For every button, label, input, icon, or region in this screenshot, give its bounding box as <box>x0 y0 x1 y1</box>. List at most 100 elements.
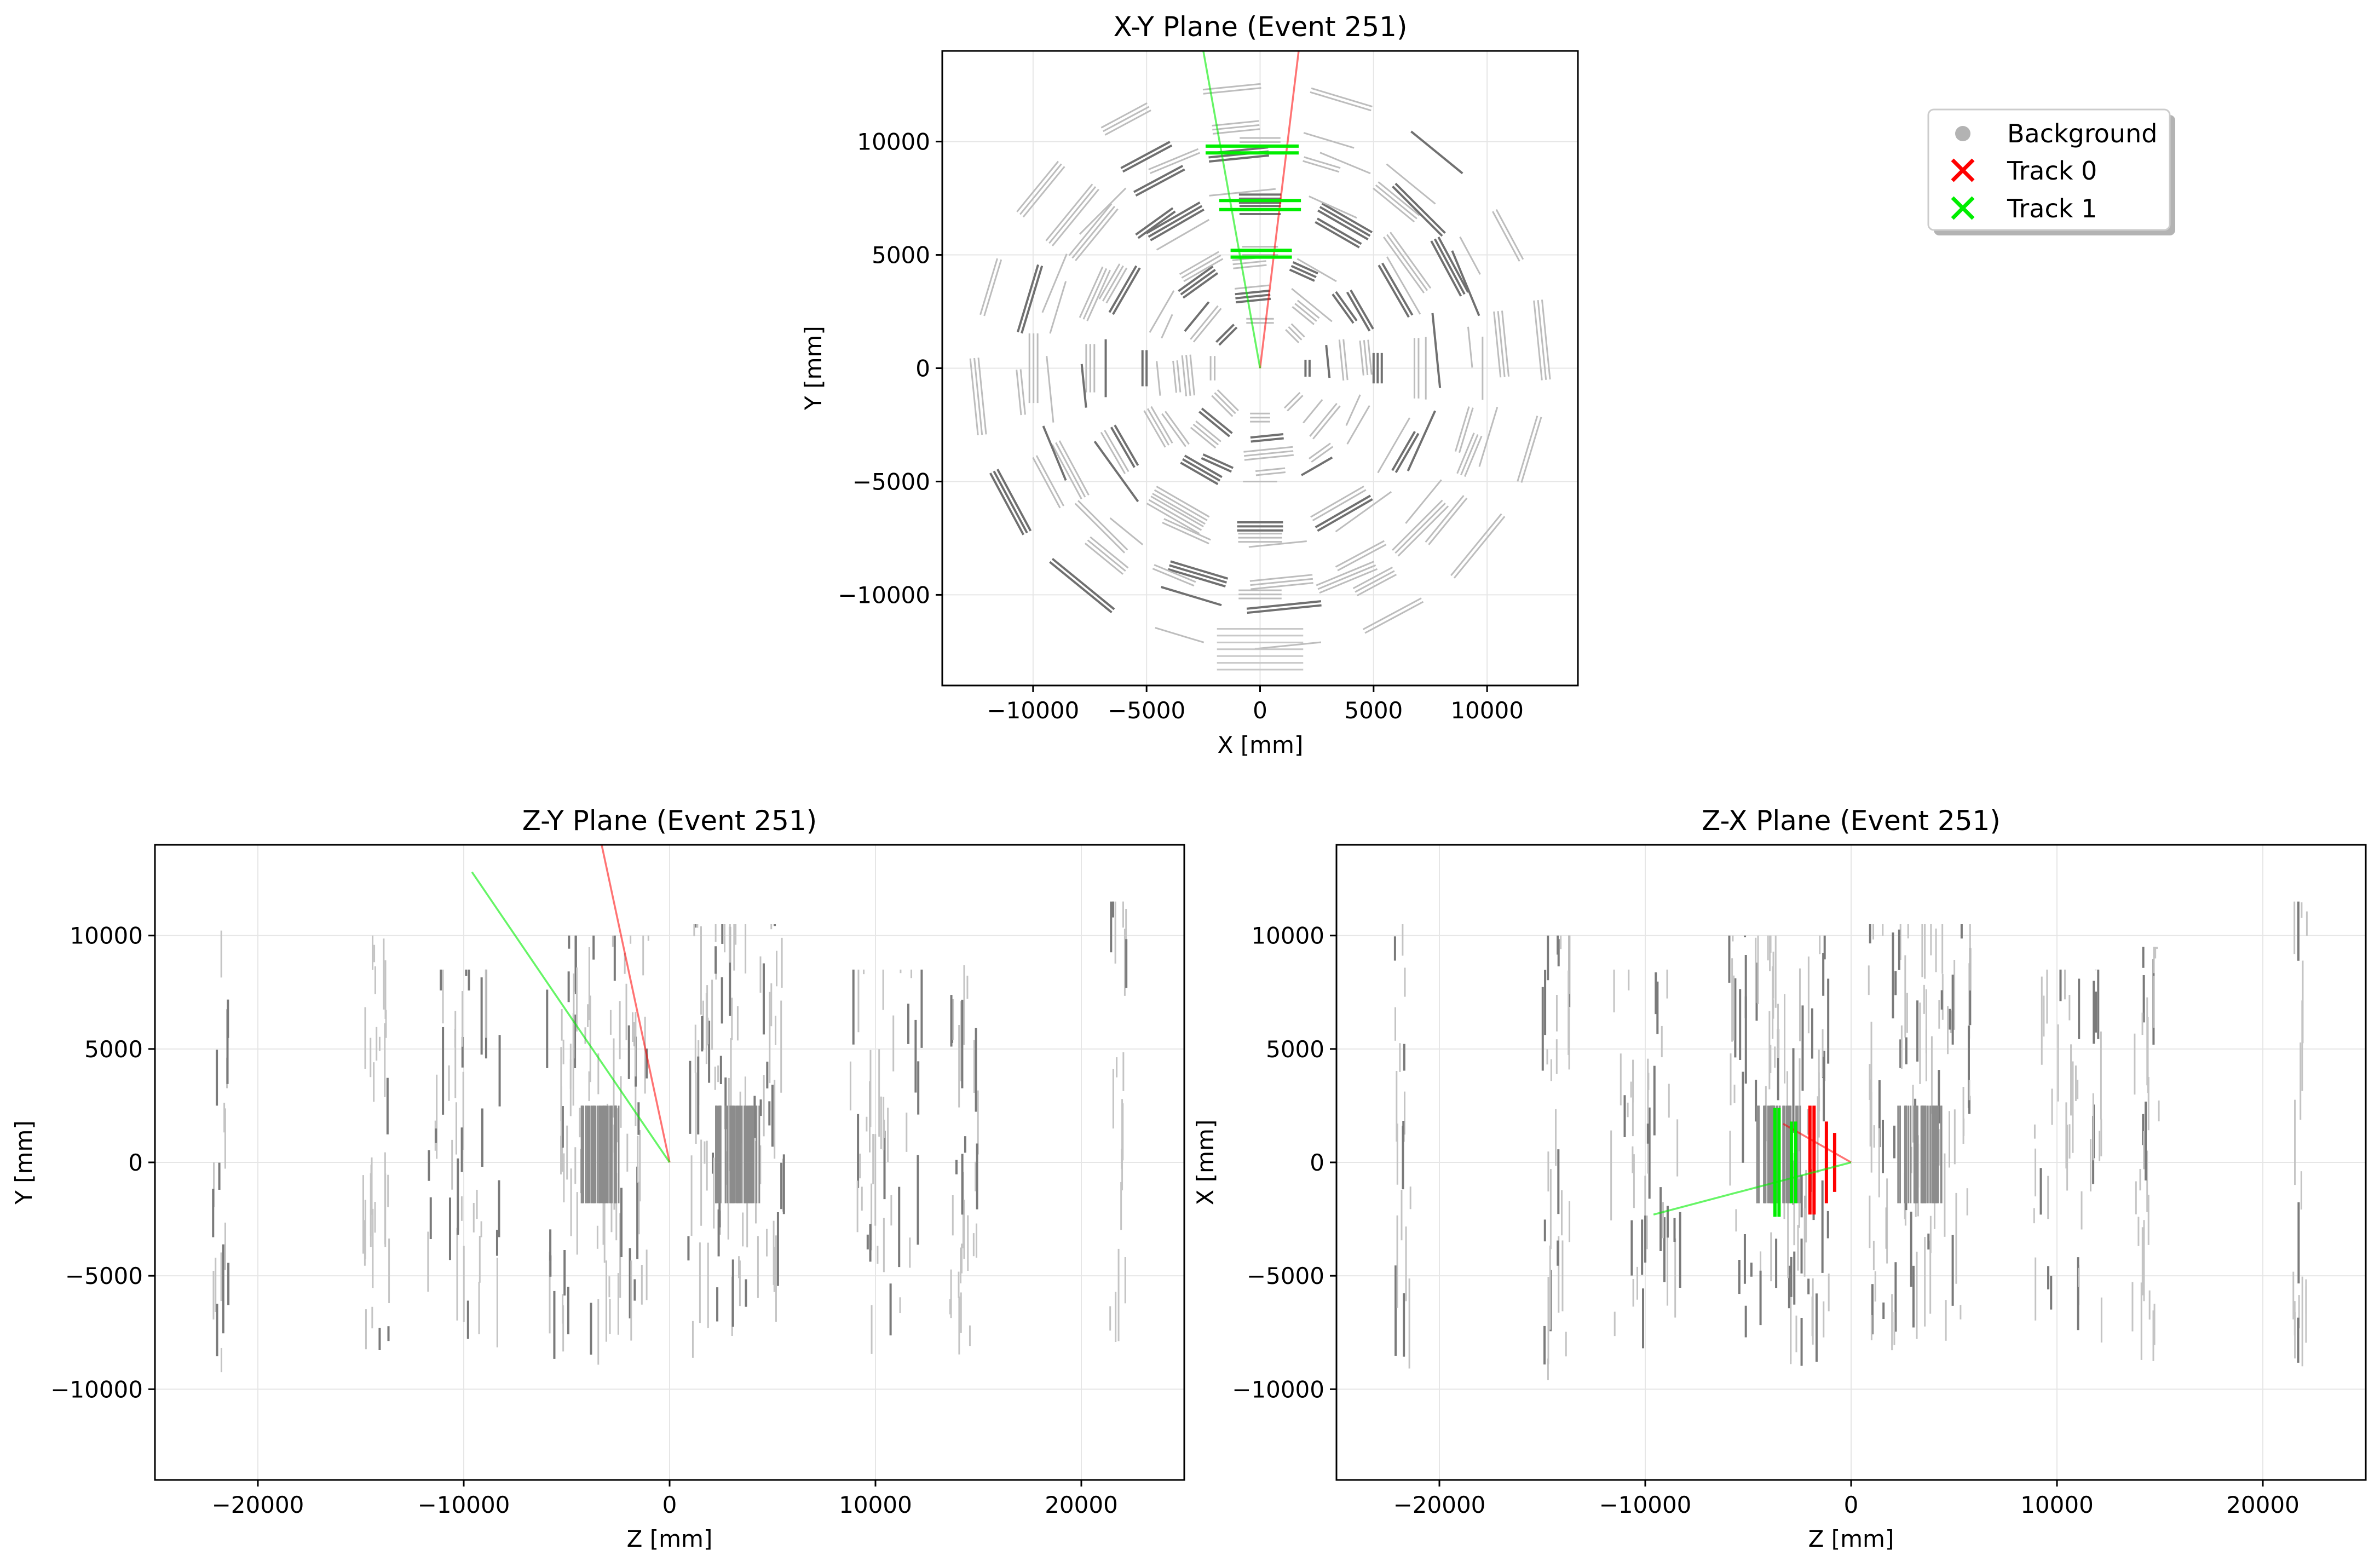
background-hit <box>1381 262 1414 316</box>
background-hit <box>1364 601 1424 634</box>
background-hit <box>1022 166 1065 218</box>
background-hit <box>1254 641 1322 650</box>
zy-title: Z-Y Plane (Event 251) <box>522 805 817 837</box>
background-hit <box>1350 289 1374 330</box>
y-tick-label: −10000 <box>50 1376 143 1403</box>
background-hit <box>1155 627 1205 643</box>
background-hit <box>1150 152 1200 174</box>
background-hit <box>1017 264 1039 333</box>
zx-x-axis-label: Z [mm] <box>1808 1525 1894 1552</box>
background-hit <box>1383 237 1425 293</box>
background-hit <box>1294 303 1317 322</box>
background-hit <box>1291 287 1333 322</box>
background-hit <box>1394 433 1420 473</box>
background-hit <box>1425 495 1465 543</box>
background-hit <box>1233 264 1267 269</box>
zy-tracks <box>471 845 671 1163</box>
background-hit <box>1189 354 1195 396</box>
background-hit <box>1497 311 1506 377</box>
background-hit <box>1041 254 1068 313</box>
background-hit <box>1321 202 1373 234</box>
background-hit <box>1335 491 1392 533</box>
zy-plane-panel: −20000 −10000 0 10000 20000 −10000 −5000 0 5000… <box>10 805 1185 1552</box>
background-hit <box>1520 417 1542 483</box>
background-hit <box>1103 106 1150 132</box>
background-hit <box>969 358 979 436</box>
zy-y-axis-label: Y [mm] <box>10 1120 37 1205</box>
y-tick-label: −10000 <box>1232 1376 1324 1403</box>
background-hit <box>1051 188 1099 247</box>
background-hit <box>1032 457 1061 509</box>
y-tick-label: 10000 <box>1251 923 1324 949</box>
background-hit <box>1086 269 1111 321</box>
background-hit <box>1428 497 1468 545</box>
background-hit <box>1068 203 1113 256</box>
background-hit <box>1312 489 1367 522</box>
legend-track0-label: Track 0 <box>2007 156 2097 186</box>
x-tick-label: −20000 <box>212 1491 304 1518</box>
background-hit <box>1460 434 1479 476</box>
background-hit <box>1146 408 1170 446</box>
background-hit <box>1179 251 1219 275</box>
background-hit <box>1218 326 1238 346</box>
background-hit <box>1392 186 1443 237</box>
background-hit <box>1148 148 1199 170</box>
background-hit <box>1045 183 1093 241</box>
background-hit <box>1190 427 1217 449</box>
background-hit <box>1235 293 1271 299</box>
background-hit <box>1311 87 1373 108</box>
background-hit <box>1049 561 1113 614</box>
x-tick-label: 0 <box>1844 1491 1859 1518</box>
background-hit <box>1202 83 1261 91</box>
background-hit <box>979 258 998 315</box>
background-hit <box>1310 91 1371 112</box>
background-hit <box>1165 411 1190 445</box>
background-hit <box>1346 405 1370 445</box>
background-hit <box>1234 284 1270 290</box>
background-hit <box>1301 456 1333 476</box>
background-hit <box>1292 261 1318 275</box>
xy-title: X-Y Plane (Event 251) <box>1114 11 1408 43</box>
background-hit <box>1104 430 1130 473</box>
background-hit <box>1390 232 1432 289</box>
background-hit <box>1163 518 1211 541</box>
background-hit <box>1315 494 1371 528</box>
background-hit <box>1430 240 1462 297</box>
background-hit <box>1378 181 1420 216</box>
xy-x-ticks: −10000 −5000 0 5000 10000 <box>987 685 1524 724</box>
background-hit <box>1345 394 1361 426</box>
background-hit <box>1192 308 1222 343</box>
background-hit <box>1386 163 1436 205</box>
background-hit <box>1058 440 1090 496</box>
background-hit <box>1359 340 1364 376</box>
background-hit <box>1312 405 1341 440</box>
background-hit <box>1110 427 1136 468</box>
background-hit <box>1255 467 1286 473</box>
background-hit <box>1046 356 1054 423</box>
background-hit <box>1363 340 1369 376</box>
background-hit <box>1148 205 1203 238</box>
background-hit <box>1397 505 1449 557</box>
background-hit <box>1149 290 1175 333</box>
background-hit <box>1209 154 1269 163</box>
x-tick-label: 10000 <box>1450 697 1524 724</box>
zx-plane-panel: −20000 −10000 0 10000 20000 −10000 −5000 0 5000… <box>1192 805 2367 1552</box>
background-hit <box>1180 269 1216 296</box>
y-tick-label: 5000 <box>872 242 930 269</box>
background-hit <box>1391 430 1416 471</box>
background-hit <box>983 259 1002 316</box>
background-hit <box>1108 265 1138 313</box>
background-hit <box>1035 455 1065 506</box>
background-hit <box>1212 120 1259 127</box>
background-hit <box>1150 208 1205 241</box>
background-hit <box>1541 299 1551 380</box>
background-hit <box>1332 293 1355 324</box>
background-hit <box>1016 160 1059 212</box>
zx-tracks <box>1653 1105 1852 1217</box>
background-hit <box>1355 570 1395 593</box>
background-hit <box>1405 479 1442 524</box>
background-hit <box>1087 539 1126 572</box>
background-hit <box>1112 267 1141 315</box>
legend: Background Track 0 Track 1 <box>1927 108 2175 235</box>
background-hit <box>1048 186 1097 244</box>
